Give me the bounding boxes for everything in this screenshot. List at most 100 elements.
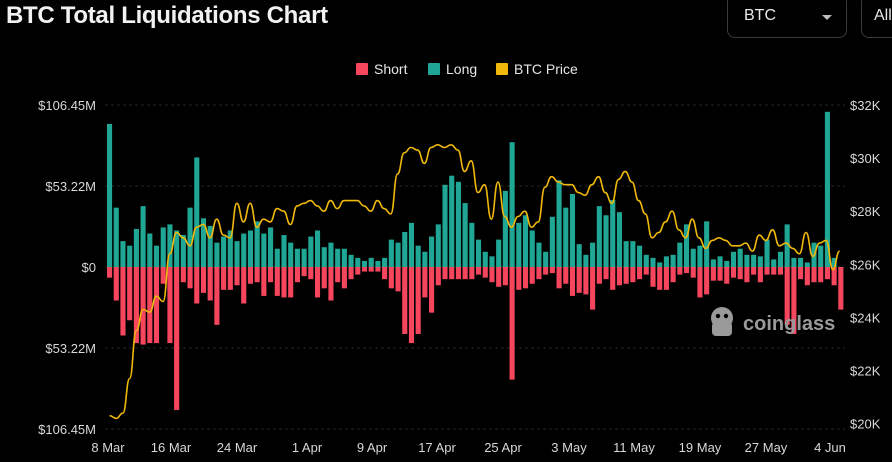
long-bar: [361, 260, 368, 267]
long-bar: [335, 248, 341, 267]
short-bar: [261, 267, 267, 296]
short-bar: [462, 267, 468, 280]
short-bar: [543, 267, 549, 275]
long-bar: [200, 218, 207, 267]
short-bar: [637, 267, 643, 280]
short-bar: [402, 267, 408, 334]
long-bar: [120, 241, 126, 267]
long-bar: [549, 216, 555, 267]
long-bar: [737, 248, 743, 267]
x-tick-label: 1 Apr: [292, 440, 323, 455]
short-bar: [449, 267, 455, 280]
y-left-tick-label: $106.45M: [38, 422, 96, 437]
long-bar: [543, 251, 549, 267]
x-tick-label: 11 May: [613, 440, 655, 455]
long-bar: [744, 254, 750, 267]
long-bar: [127, 245, 133, 267]
long-bar: [180, 235, 186, 267]
x-tick-label: 8 Mar: [91, 440, 125, 455]
long-bar: [603, 215, 609, 267]
y-left-tick-label: $53.22M: [45, 341, 96, 356]
range-select[interactable]: All: [861, 0, 892, 38]
long-bar: [408, 222, 415, 267]
short-bar: [536, 267, 542, 280]
short-bar: [737, 267, 743, 280]
long-bar: [576, 244, 582, 267]
long-bar: [751, 254, 757, 267]
long-bar: [314, 230, 321, 267]
long-bar: [764, 239, 770, 267]
long-bar: [462, 203, 468, 267]
short-bar: [838, 267, 844, 310]
short-bar: [247, 267, 253, 284]
coinglass-watermark: coinglass: [711, 307, 835, 336]
range-select-value: All: [874, 7, 892, 24]
long-bar: [113, 207, 119, 267]
long-bar: [717, 256, 723, 267]
x-tick-label: 27 May: [745, 440, 788, 455]
short-bar: [784, 267, 790, 325]
watermark-text: coinglass: [743, 313, 835, 335]
long-bar: [321, 247, 327, 267]
short-bar: [308, 267, 314, 280]
short-bar: [670, 267, 676, 283]
short-bar: [382, 267, 388, 280]
short-bar: [771, 267, 777, 275]
long-bar: [516, 222, 522, 267]
long-bar: [422, 251, 428, 267]
short-bar: [288, 267, 294, 298]
short-bar: [610, 267, 616, 290]
short-bar: [241, 267, 247, 304]
long-bar: [167, 224, 173, 267]
short-bar: [710, 267, 716, 281]
long-bar: [348, 254, 354, 267]
long-bar: [469, 222, 475, 267]
long-bar: [730, 251, 737, 267]
chart-axes: $106.45M $53.22M $0 $53.22M $106.45M $32K $30K…: [38, 98, 881, 455]
short-bar: [818, 267, 824, 283]
long-bar: [294, 248, 300, 267]
short-bar: [435, 267, 441, 286]
short-bar: [214, 267, 220, 325]
short-bar: [368, 267, 374, 272]
short-bar: [234, 267, 240, 286]
short-bar: [650, 267, 656, 287]
y-right-tick-label: $20K: [850, 417, 881, 432]
short-bar: [429, 267, 435, 313]
short-bar: [254, 267, 260, 283]
short-bar: [120, 267, 126, 336]
long-bar: [757, 256, 763, 267]
coin-select-value: BTC: [744, 7, 776, 24]
y-right-tick-label: $32K: [850, 98, 881, 113]
short-bar: [603, 267, 609, 280]
long-bar: [690, 248, 696, 267]
short-bar: [194, 267, 200, 304]
long-bar: [657, 262, 663, 267]
long-bar: [677, 242, 683, 267]
short-bar: [509, 267, 515, 380]
x-tick-label: 3 May: [551, 440, 587, 455]
short-bar: [348, 267, 354, 280]
short-bar: [596, 267, 602, 284]
long-bar: [683, 224, 690, 267]
long-bar: [616, 212, 622, 267]
coin-select[interactable]: BTC: [727, 0, 847, 38]
short-bar: [549, 267, 555, 274]
long-bar: [107, 123, 113, 267]
short-bar: [469, 267, 475, 280]
short-bar: [690, 267, 696, 278]
long-bar: [771, 259, 777, 267]
short-bar: [174, 267, 180, 411]
long-bar: [482, 251, 488, 267]
long-bar: [596, 206, 602, 267]
long-bar: [536, 242, 542, 267]
legend-swatch: [356, 63, 368, 75]
short-bar: [388, 267, 394, 289]
long-bar: [509, 142, 515, 267]
short-bar: [408, 267, 415, 344]
long-bar: [261, 233, 267, 267]
chart-legend: Short Long BTC Price: [356, 61, 578, 77]
chevron-down-icon: [822, 15, 832, 20]
long-bar: [818, 245, 824, 267]
